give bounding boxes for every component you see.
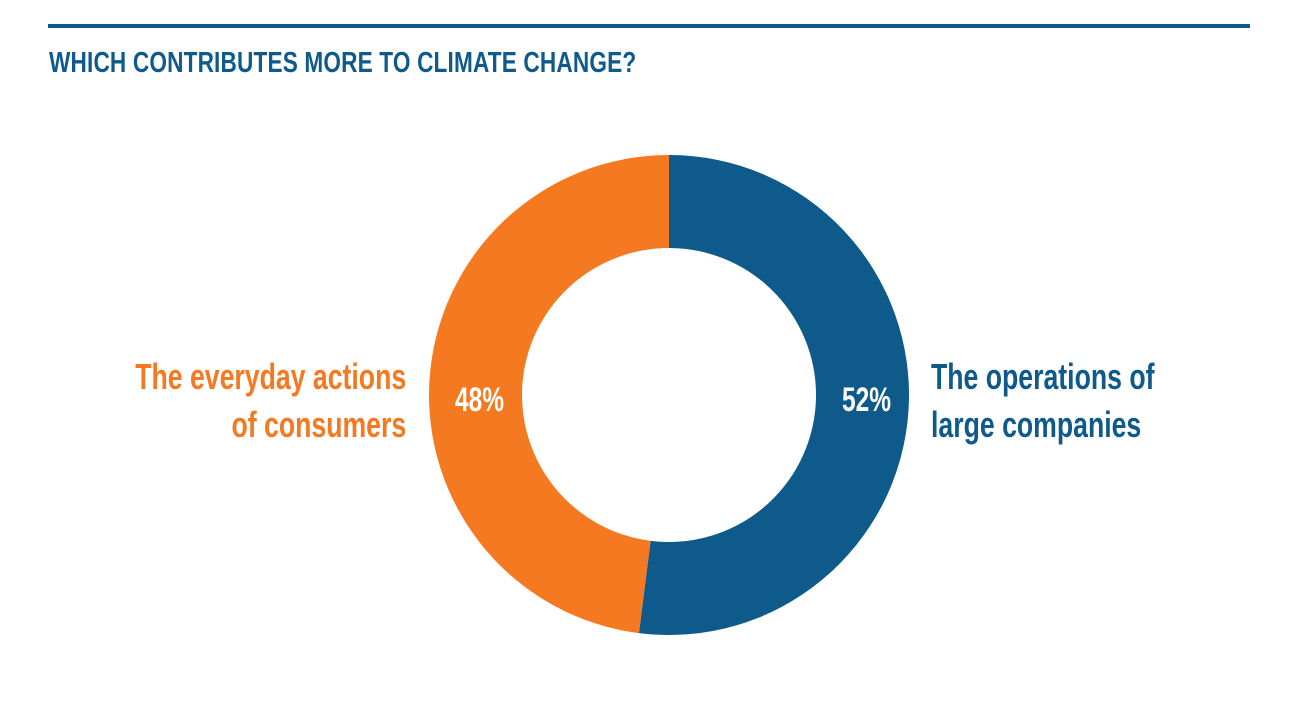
legend-label-consumers: The everyday actions of consumers [135, 353, 406, 449]
donut-segment-companies [638, 155, 909, 635]
value-label-companies: 52% [842, 381, 892, 419]
label-line-1: The everyday actions [135, 356, 406, 397]
legend-label-companies: The operations of large companies [931, 353, 1154, 449]
label-line-1: The operations of [931, 356, 1155, 397]
donut-segment-consumers [428, 154, 669, 634]
chart-title: WHICH CONTRIBUTES MORE TO CLIMATE CHANGE… [49, 47, 637, 79]
label-line-2: large companies [931, 404, 1142, 445]
value-label-consumers: 48% [455, 381, 505, 419]
top-rule-divider [48, 24, 1250, 28]
label-line-2: of consumers [231, 404, 406, 445]
donut-segments [428, 154, 909, 635]
